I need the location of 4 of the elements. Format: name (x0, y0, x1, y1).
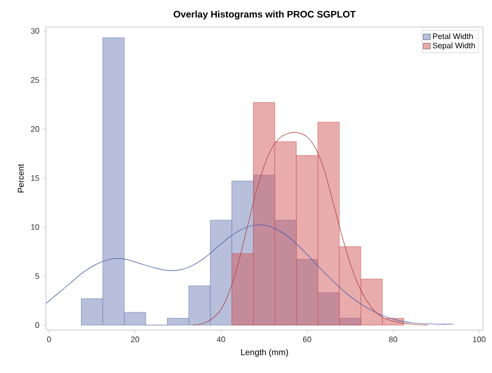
line-series (46, 224, 454, 324)
chart-title: Overlay Histograms with PROC SGPLOT (174, 10, 356, 20)
y-axis-title: Percent (18, 164, 24, 192)
x-axis-title: Length (mm) (241, 348, 288, 357)
